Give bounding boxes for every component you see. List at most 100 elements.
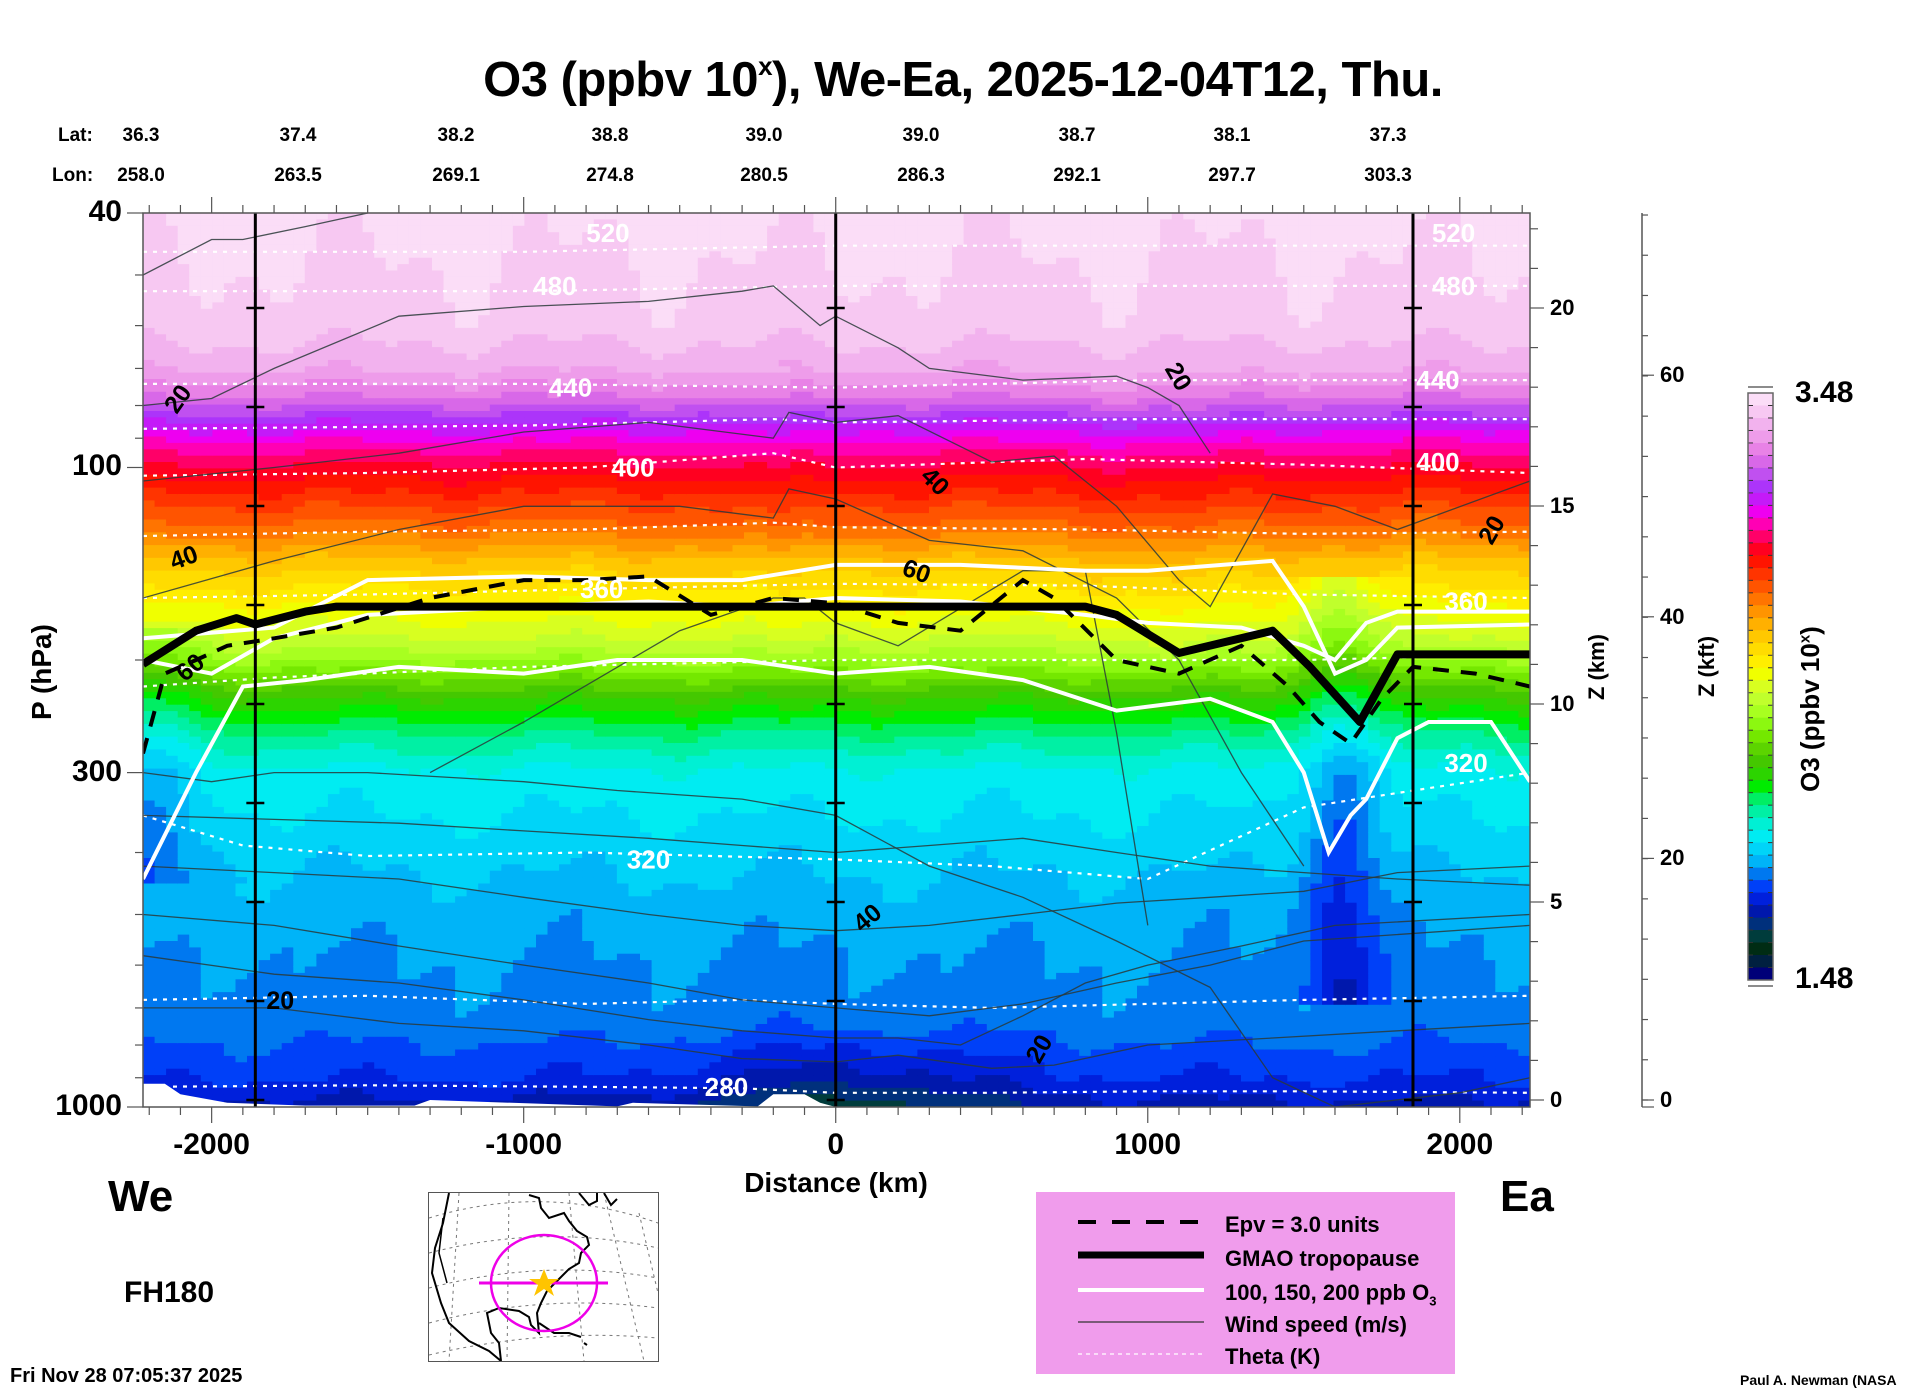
field-cell <box>512 883 526 891</box>
field-cell <box>478 800 491 808</box>
field-cell <box>547 423 560 431</box>
field-cell <box>177 966 190 974</box>
field-cell <box>374 487 387 495</box>
field-cell <box>524 915 537 923</box>
field-cell <box>293 283 306 291</box>
field-cell <box>478 1043 491 1051</box>
field-cell <box>547 213 560 220</box>
field-cell <box>258 436 271 444</box>
field-cell <box>536 442 549 450</box>
field-cell <box>455 513 468 521</box>
field-cell <box>362 442 375 450</box>
field-cell <box>327 928 341 936</box>
field-cell <box>154 1062 167 1070</box>
field-cell <box>247 359 260 367</box>
field-cell <box>455 283 468 291</box>
field-cell <box>455 838 468 846</box>
field-cell <box>212 315 225 323</box>
field-cell <box>327 506 341 514</box>
field-cell <box>397 1017 410 1025</box>
field-cell <box>466 589 479 597</box>
field-cell <box>524 889 537 897</box>
field-cell <box>547 545 560 553</box>
field-cell <box>489 411 502 418</box>
field-cell <box>304 302 317 310</box>
field-cell <box>489 615 502 623</box>
field-cell <box>258 232 271 240</box>
field-cell <box>189 1075 202 1083</box>
field-cell <box>455 647 468 655</box>
field-cell <box>189 276 202 284</box>
field-cell <box>489 928 502 936</box>
field-cell <box>536 411 549 418</box>
field-cell <box>166 1030 179 1038</box>
field-cell <box>304 251 317 259</box>
field-cell <box>374 679 387 687</box>
field-cell <box>200 845 213 853</box>
field-cell <box>489 1055 502 1063</box>
field-cell <box>408 430 421 438</box>
field-cell <box>247 238 260 246</box>
field-cell <box>512 608 526 616</box>
field-cell <box>258 806 271 814</box>
field-cell <box>397 596 410 604</box>
field-cell <box>397 289 410 297</box>
field-cell <box>235 481 248 489</box>
field-cell <box>177 800 190 808</box>
field-cell <box>304 283 317 291</box>
field-cell <box>189 615 202 623</box>
field-cell <box>270 806 283 814</box>
field-cell <box>408 219 421 227</box>
field-cell <box>524 545 537 553</box>
field-cell <box>339 417 352 425</box>
field-cell <box>247 628 260 636</box>
field-cell <box>166 596 179 604</box>
field-cell <box>293 276 306 284</box>
field-cell <box>270 736 283 744</box>
field-cell <box>351 481 364 489</box>
field-cell <box>512 545 526 553</box>
field-cell <box>339 308 352 316</box>
field-cell <box>270 513 283 521</box>
field-cell <box>362 289 375 297</box>
field-cell <box>235 321 248 329</box>
field-cell <box>327 1068 341 1076</box>
field-cell <box>524 902 537 910</box>
field-cell <box>304 583 317 591</box>
field-cell <box>443 219 456 227</box>
field-cell <box>489 1062 502 1070</box>
field-cell <box>200 608 213 616</box>
field-cell <box>374 462 387 469</box>
field-cell <box>235 353 248 361</box>
field-cell <box>293 372 306 380</box>
field-cell <box>258 570 271 578</box>
field-cell <box>200 436 213 444</box>
field-cell <box>536 660 549 667</box>
field-cell <box>143 628 156 636</box>
field-cell <box>455 532 468 540</box>
field-cell <box>154 449 167 457</box>
field-cell <box>455 615 468 623</box>
field-cell <box>478 992 491 1000</box>
field-cell <box>374 436 387 444</box>
field-cell <box>501 494 514 501</box>
field-cell <box>524 730 537 738</box>
field-cell <box>339 545 352 553</box>
field-cell <box>466 270 479 278</box>
field-cell <box>466 404 479 412</box>
field-cell <box>235 225 248 233</box>
field-cell <box>536 966 549 974</box>
field-cell <box>455 1004 468 1012</box>
field-cell <box>189 500 202 508</box>
field-cell <box>258 347 271 355</box>
field-cell <box>524 864 537 872</box>
field-cell <box>455 819 468 827</box>
field-cell <box>362 755 375 763</box>
field-cell <box>304 589 317 597</box>
field-cell <box>339 653 352 661</box>
field-cell <box>270 711 283 719</box>
field-cell <box>223 928 237 936</box>
field-cell <box>339 666 352 674</box>
field-cell <box>536 672 549 680</box>
field-cell <box>189 315 202 323</box>
